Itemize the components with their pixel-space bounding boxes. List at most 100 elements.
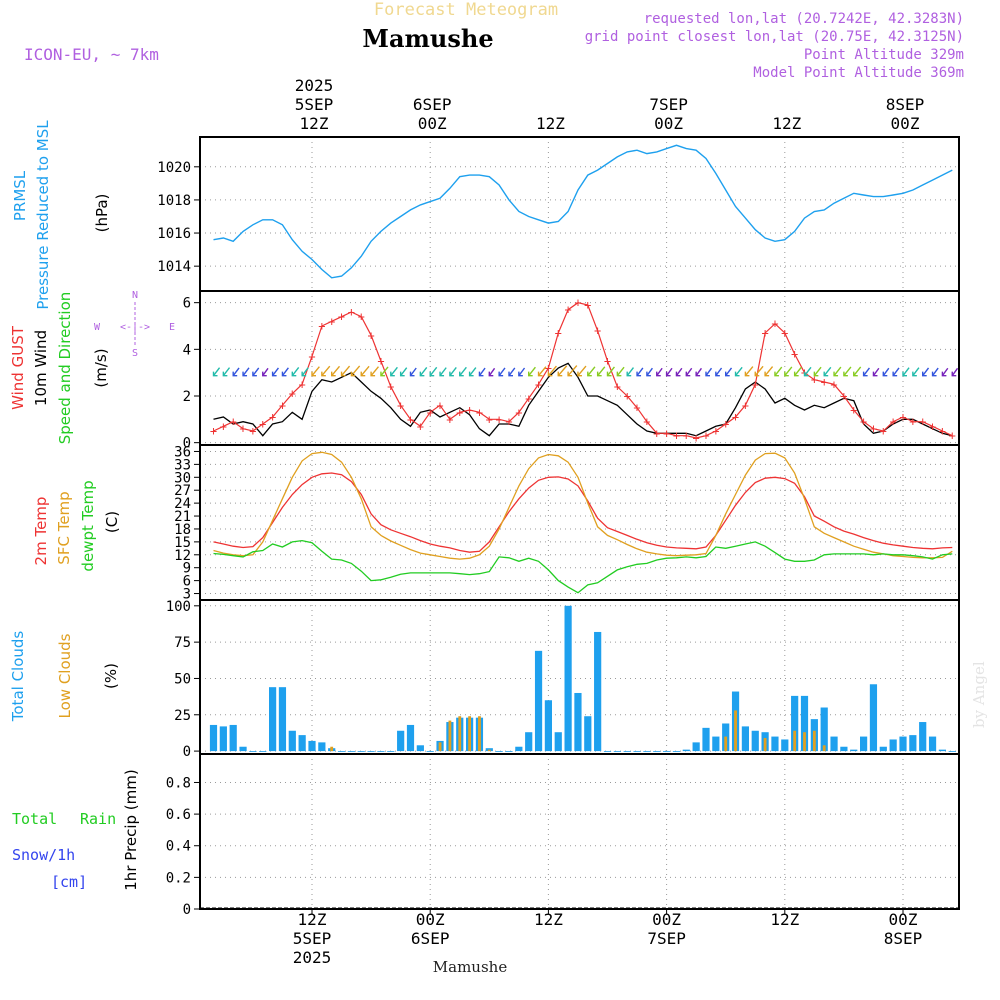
wind-direction-arrow (931, 367, 939, 377)
wind-direction-arrowhead (537, 371, 543, 377)
wind-direction-arrow (478, 367, 486, 377)
wind-direction-arrowhead (321, 371, 326, 377)
wind-direction-arrow (311, 366, 320, 377)
wind-direction-arrow (587, 366, 596, 377)
wind-direction-arrow (784, 366, 793, 377)
top-time-label: 7SEP (649, 95, 688, 114)
total-cloud-bar (554, 732, 562, 752)
total-cloud-bar (633, 751, 641, 752)
wind-direction-arrowhead (656, 371, 661, 377)
wind-speed-dir-label: Speed and Direction (56, 292, 74, 445)
wind-direction-arrow (872, 367, 880, 377)
total-cloud-bar (702, 727, 710, 752)
wind-direction-arrowhead (833, 371, 839, 377)
low-cloud-bar (330, 746, 334, 752)
total-cloud-bar (682, 749, 690, 752)
wind-direction-arrow (547, 365, 557, 377)
total-cloud-bar (928, 736, 937, 752)
wind-10m-line (213, 362, 953, 437)
wind-gust-marker: + (663, 426, 670, 440)
wind-gust-marker: + (673, 429, 680, 443)
wind-direction-arrow (400, 367, 408, 377)
wind-direction-arrow (892, 367, 900, 377)
wind-gust-marker: + (880, 424, 887, 438)
wind-direction-arrowhead (705, 371, 710, 377)
low-cloud-bar (763, 738, 767, 752)
low-cloud-bar (803, 732, 806, 752)
wind-direction-arrowhead (636, 371, 642, 377)
wind-direction-arrowhead (764, 371, 770, 377)
wind-direction-arrow (685, 367, 693, 377)
total-cloud-bar (899, 736, 907, 752)
wind-gust-marker: + (633, 401, 640, 415)
wind-10m-label: 10m Wind (32, 330, 50, 406)
wind-direction-arrow (754, 365, 764, 377)
wind-direction-arrow (833, 366, 842, 377)
wind-direction-arrowhead (715, 371, 720, 377)
wind-direction-arrow (429, 366, 438, 377)
compass-e: E (169, 322, 175, 333)
wind-direction-arrowhead (242, 371, 248, 377)
wind-direction-arrowhead (262, 371, 267, 377)
wind-direction-arrowhead (744, 371, 750, 377)
wind-gust-marker: + (308, 349, 315, 363)
wind-gust-marker: + (643, 415, 650, 429)
wind-gust-marker: + (771, 317, 778, 331)
wind-direction-arrowhead (665, 371, 671, 377)
wind-direction-arrow (863, 367, 870, 377)
precip-total-label: Total (12, 810, 57, 828)
wind-gust-marker: + (821, 375, 828, 389)
total-cloud-bar (416, 745, 424, 752)
wind-direction-arrow (853, 366, 862, 377)
wind-direction-arrowhead (587, 371, 592, 377)
wind-gust-marker: + (742, 398, 749, 412)
wind-direction-arrow (567, 365, 578, 377)
wind-direction-arrow (922, 367, 930, 377)
total-cloud-bar (948, 751, 956, 752)
wind-direction-arrow (281, 367, 289, 377)
wind-direction-arrow (291, 367, 300, 377)
wind-direction-arrow (350, 365, 361, 377)
wind-gust-marker: + (890, 415, 897, 429)
bottom-time-label: 00Z (416, 910, 445, 929)
total-cloud-bar (830, 736, 838, 752)
wind-direction-arrowhead (488, 371, 494, 377)
wind-direction-arrowhead (793, 371, 799, 377)
wind-direction-arrowhead (606, 371, 612, 377)
total-cloud-bar (938, 749, 946, 752)
total-cloud-bar (298, 735, 306, 752)
wind-direction-arrow (232, 367, 240, 377)
top-time-label: 8SEP (886, 95, 925, 114)
pressure-ytick-label: 1020 (157, 160, 191, 176)
wind-ytick-label: 2 (183, 389, 191, 405)
wind-direction-arrow (272, 367, 279, 377)
wind-gust-marker: + (239, 422, 246, 436)
wind-direction-arrow (469, 367, 477, 377)
wind-direction-arrow (646, 367, 653, 377)
total-cloud-bar (377, 751, 385, 752)
precip-panel: 0 0.2 0.4 0.6 0.8 (166, 753, 960, 918)
compass-rose: N S W E <-|-> (94, 290, 175, 359)
total-cloud-bar (889, 739, 897, 752)
wind-gust-marker: + (870, 422, 877, 436)
wind-gust-marker: + (486, 412, 493, 426)
wind-direction-arrow (341, 365, 351, 377)
bottom-time-label: 12Z (770, 910, 799, 929)
top-time-label: 12Z (300, 114, 329, 133)
total-cloud-bar (791, 695, 799, 752)
precip-ytick-label: 0.8 (166, 775, 191, 791)
pressure-label-2: Pressure Reduced to MSL (34, 120, 52, 310)
wind-gust-marker: + (210, 424, 217, 438)
wind-gust-marker: + (574, 296, 581, 310)
wind-gust-marker: + (811, 373, 818, 387)
wind-direction-arrowhead (439, 371, 445, 377)
wind-gust-marker: + (555, 326, 562, 340)
total-cloud-bar (337, 751, 346, 752)
wind-gust-marker: + (299, 377, 306, 391)
total-cloud-bar (860, 736, 868, 752)
wind-direction-arrowhead (941, 371, 947, 377)
precip-cm-label: [cm] (51, 873, 87, 891)
wind-direction-arrowhead (646, 371, 651, 377)
wind-direction-arrow (715, 367, 723, 377)
wind-direction-arrowhead (370, 371, 376, 377)
